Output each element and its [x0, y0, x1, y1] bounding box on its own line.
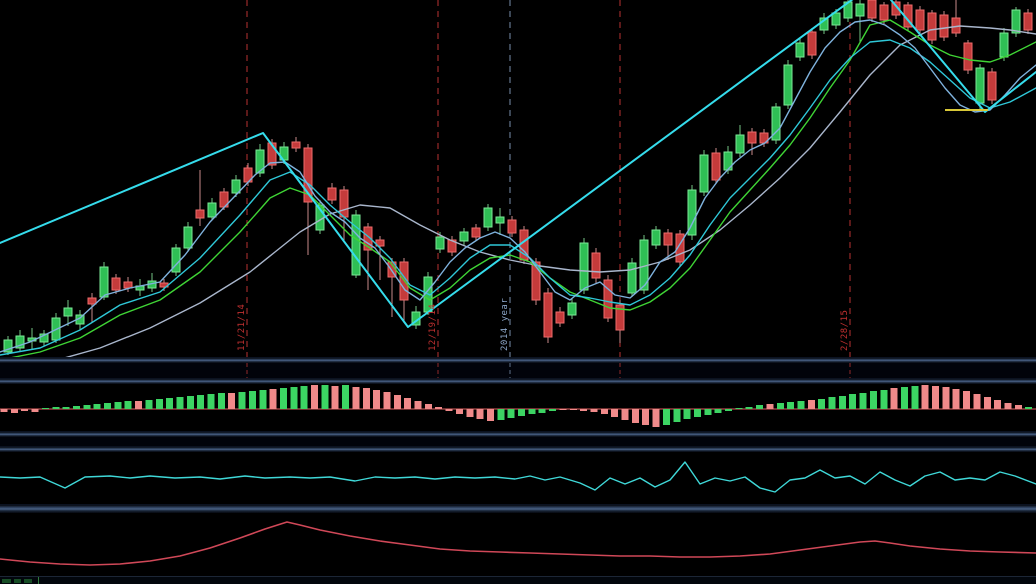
- status-bar: [0, 576, 1036, 584]
- spacer-panel-1[interactable]: [0, 363, 1036, 378]
- candlestick-chart: 11/21/14 12/19/14 2014 year 2/28/15: [0, 0, 1036, 357]
- panel-splitter-1[interactable]: [0, 357, 1036, 363]
- status-fragment: [24, 579, 32, 583]
- macd-histogram: [0, 385, 1036, 427]
- spacer-panel-2[interactable]: [0, 437, 1036, 446]
- event-line-continuation: [246, 363, 851, 378]
- slow-indicator-panel[interactable]: [0, 513, 1036, 576]
- panel-splitter-5[interactable]: [0, 504, 1036, 513]
- event-date-label: 2014 year: [500, 298, 510, 351]
- oscillator-line-chart: [0, 461, 1036, 493]
- status-tick: [38, 577, 39, 584]
- panel-splitter-4[interactable]: [0, 446, 1036, 452]
- event-date-label: 12/19/14: [428, 304, 438, 351]
- status-fragment: [14, 579, 21, 583]
- oscillator-panel[interactable]: [0, 452, 1036, 504]
- event-date-label: 2/28/15: [840, 310, 850, 351]
- main-price-panel[interactable]: 11/21/14 12/19/14 2014 year 2/28/15: [0, 0, 1036, 357]
- macd-histogram-panel[interactable]: [0, 384, 1036, 431]
- slow-indicator-line-chart: [0, 521, 1036, 566]
- panel-splitter-2[interactable]: [0, 378, 1036, 384]
- panel-splitter-3[interactable]: [0, 431, 1036, 437]
- event-date-label: 11/21/14: [237, 304, 247, 351]
- status-fragment: [2, 579, 11, 583]
